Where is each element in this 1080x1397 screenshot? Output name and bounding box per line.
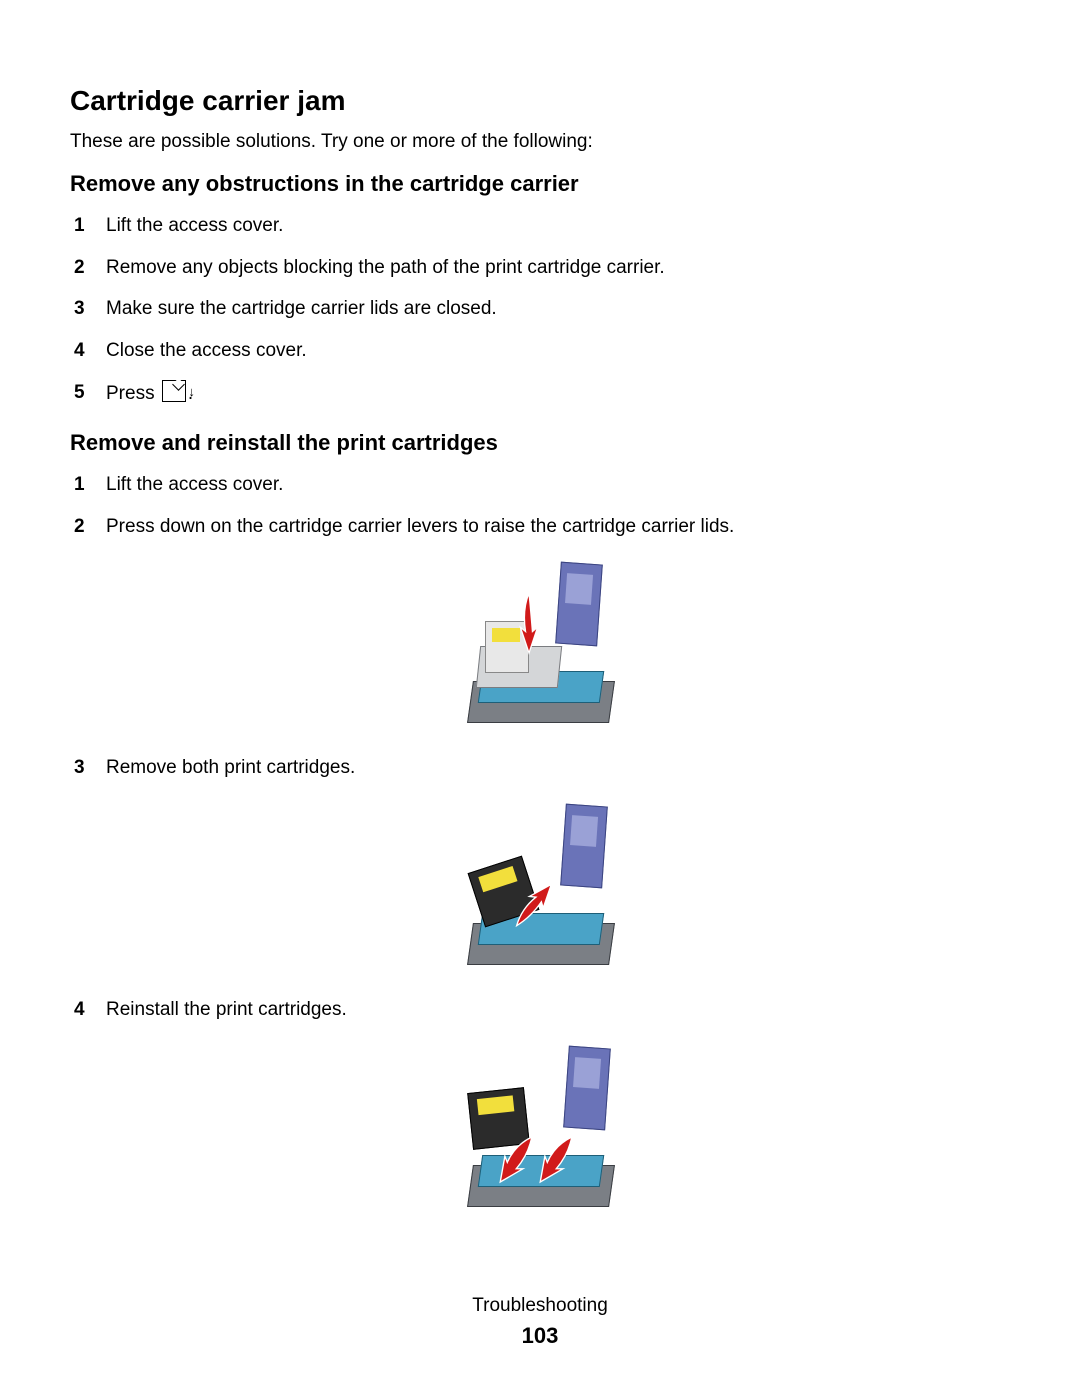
step-text: Make sure the cartridge carrier lids are… bbox=[106, 298, 497, 319]
step: 3Remove both print cartridges. bbox=[106, 755, 1010, 781]
step-text: Close the access cover. bbox=[106, 340, 307, 361]
section2-steps-cont: 3Remove both print cartridges. bbox=[70, 755, 1010, 781]
section2-steps-cont2: 4Reinstall the print cartridges. bbox=[70, 997, 1010, 1023]
step-text: Lift the access cover. bbox=[106, 215, 283, 236]
section1-steps: 1Lift the access cover. 2Remove any obje… bbox=[70, 213, 1010, 406]
figure-reinstall-cartridges bbox=[450, 1047, 630, 1217]
page-title: Cartridge carrier jam bbox=[70, 85, 1010, 117]
step: 4Close the access cover. bbox=[106, 338, 1010, 364]
footer-page-number: 103 bbox=[0, 1323, 1080, 1349]
step: 1Lift the access cover. bbox=[106, 472, 1010, 498]
step-text: Press bbox=[106, 383, 155, 404]
step: 5 Press . bbox=[106, 380, 1010, 407]
step: 2Press down on the cartridge carrier lev… bbox=[106, 514, 1010, 540]
section2-heading: Remove and reinstall the print cartridge… bbox=[70, 430, 1010, 456]
figure-open-lids bbox=[450, 563, 630, 733]
page-footer: Troubleshooting 103 bbox=[0, 1295, 1080, 1349]
step: 2Remove any objects blocking the path of… bbox=[106, 255, 1010, 281]
step: 1Lift the access cover. bbox=[106, 213, 1010, 239]
intro-text: These are possible solutions. Try one or… bbox=[70, 131, 1010, 153]
step-text: Reinstall the print cartridges. bbox=[106, 999, 347, 1020]
step: 3Make sure the cartridge carrier lids ar… bbox=[106, 296, 1010, 322]
figure-remove-cartridges bbox=[450, 805, 630, 975]
step-text: Press down on the cartridge carrier leve… bbox=[106, 516, 734, 537]
paper-feed-button-icon bbox=[162, 380, 186, 402]
footer-section-name: Troubleshooting bbox=[0, 1295, 1080, 1317]
section2-steps: 1Lift the access cover. 2Press down on t… bbox=[70, 472, 1010, 539]
manual-page: Cartridge carrier jam These are possible… bbox=[0, 0, 1080, 1397]
step-text: Remove both print cartridges. bbox=[106, 757, 355, 778]
step-text: Remove any objects blocking the path of … bbox=[106, 257, 665, 278]
step: 4Reinstall the print cartridges. bbox=[106, 997, 1010, 1023]
step-text: Lift the access cover. bbox=[106, 474, 283, 495]
section1-heading: Remove any obstructions in the cartridge… bbox=[70, 171, 1010, 197]
